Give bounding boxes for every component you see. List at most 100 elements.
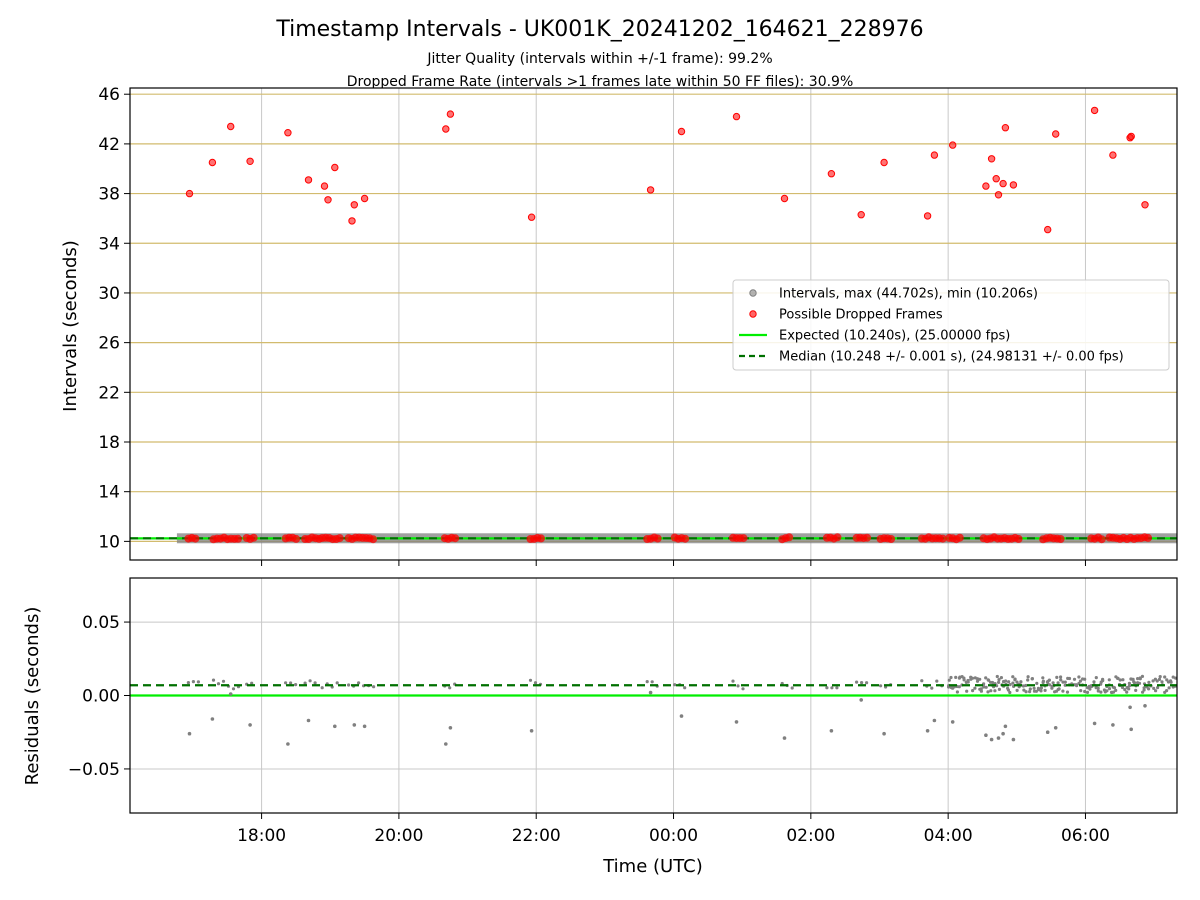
residual-point — [1021, 684, 1025, 688]
residual-point — [1101, 679, 1105, 683]
residual-outlier-24 — [996, 736, 1001, 740]
legend-label-1: Possible Dropped Frames — [779, 308, 943, 323]
residual-outlier-7 — [352, 723, 357, 727]
residual-point — [1088, 687, 1092, 691]
dropped-point-25 — [982, 182, 990, 190]
dropped-point-14 — [527, 213, 536, 221]
legend: Intervals, max (44.702s), min (10.206s) P… — [732, 279, 1170, 371]
top-y-ticks: 10 14 18 22 26 30 34 38 42 46 — [98, 85, 130, 552]
residual-outlier-8 — [362, 724, 367, 729]
residual-point — [1032, 686, 1036, 690]
residual-point — [308, 679, 312, 683]
residual-point — [1065, 690, 1070, 694]
residual-point — [986, 690, 990, 694]
residual-outlier-27 — [1011, 737, 1016, 742]
residual-point — [1157, 677, 1162, 682]
dropped-point-8 — [331, 163, 339, 172]
low-dropped-marker — [681, 534, 690, 543]
residual-point — [1045, 680, 1049, 684]
residual-point — [973, 686, 977, 690]
dropped-point-9 — [348, 217, 356, 225]
residual-point — [1114, 688, 1118, 693]
dropped-point-11 — [360, 194, 369, 203]
residual-point — [1030, 677, 1034, 681]
residual-point — [965, 689, 969, 693]
residual-point — [683, 686, 687, 690]
residual-point — [1167, 686, 1171, 690]
residual-point — [1013, 677, 1017, 681]
residual-point — [1169, 679, 1173, 683]
residual-point — [1008, 683, 1012, 687]
residual-point — [993, 689, 997, 693]
residual-outlier-2 — [228, 692, 233, 696]
residual-point — [1063, 680, 1067, 684]
chart-title: Timestamp Intervals - UK001K_20241202_16… — [275, 17, 923, 42]
residual-point — [1022, 688, 1026, 692]
residual-point — [533, 681, 538, 685]
residual-point — [1127, 687, 1131, 691]
residual-point — [1079, 689, 1083, 693]
residual-point — [999, 676, 1004, 680]
residual-point — [250, 681, 254, 685]
residual-point — [216, 682, 221, 686]
residual-point — [920, 679, 924, 683]
dropped-point-1 — [208, 158, 217, 167]
top-y-axis-label: Intervals (seconds) — [60, 240, 81, 412]
residual-point — [1158, 675, 1162, 679]
dropped-point-18 — [780, 194, 789, 203]
low-dropped-marker — [1144, 533, 1152, 542]
dropped-point-6 — [320, 182, 329, 190]
residual-point — [930, 686, 934, 690]
dropped-point-22 — [923, 212, 932, 220]
residual-point — [1019, 680, 1023, 684]
residual-outlier-31 — [1111, 723, 1115, 727]
residual-point — [1008, 690, 1012, 695]
residual-point — [731, 679, 735, 683]
residual-point — [855, 680, 859, 684]
residual-point — [1059, 675, 1063, 679]
residual-point — [984, 676, 988, 680]
residual-outlier-30 — [1092, 721, 1097, 726]
residual-outlier-25 — [1001, 731, 1005, 736]
residual-outlier-18 — [882, 731, 886, 736]
residual-point — [830, 686, 834, 690]
residual-outlier-17 — [859, 698, 863, 702]
residual-point — [1026, 678, 1030, 682]
residual-point — [1147, 687, 1151, 691]
residual-point — [1136, 677, 1140, 681]
low-dropped-marker — [292, 534, 301, 543]
residual-point — [1036, 688, 1041, 692]
dropped-point-0 — [185, 189, 194, 198]
legend-label-2: Expected (10.240s), (25.00000 fps) — [779, 329, 1010, 344]
residual-point — [1105, 689, 1109, 693]
residual-outlier-20 — [932, 718, 937, 723]
residual-outlier-9 — [444, 742, 448, 746]
residual-point — [790, 686, 794, 690]
residual-point — [196, 680, 200, 684]
residual-point — [1138, 677, 1142, 681]
low-dropped-marker — [234, 534, 242, 543]
dropped-point-16 — [677, 127, 686, 136]
residual-point — [990, 680, 995, 685]
residual-point — [1057, 687, 1061, 691]
bottom-y-ticks: 0.05 0.00 −0.05 — [68, 613, 130, 780]
residual-point — [284, 681, 288, 685]
residual-point — [741, 687, 745, 691]
residual-outlier-13 — [679, 714, 684, 718]
residual-point — [645, 680, 649, 684]
dropped-point-17 — [732, 112, 741, 121]
residual-point — [1107, 687, 1112, 691]
x-ticks: 18:00 20:00 22:00 00:00 02:00 04:00 06:00 — [237, 813, 1110, 846]
residual-point — [320, 686, 324, 690]
residual-point — [294, 683, 298, 687]
residual-outlier-10 — [448, 726, 453, 730]
residual-point — [989, 689, 993, 693]
dropped-point-32 — [1044, 225, 1052, 234]
residual-point — [1061, 689, 1065, 693]
residual-point — [1125, 690, 1129, 694]
residual-point — [1092, 680, 1096, 684]
dropped-point-24 — [949, 141, 957, 149]
residual-point — [962, 678, 966, 682]
residual-outlier-1 — [210, 717, 215, 721]
residual-point — [1155, 679, 1159, 683]
